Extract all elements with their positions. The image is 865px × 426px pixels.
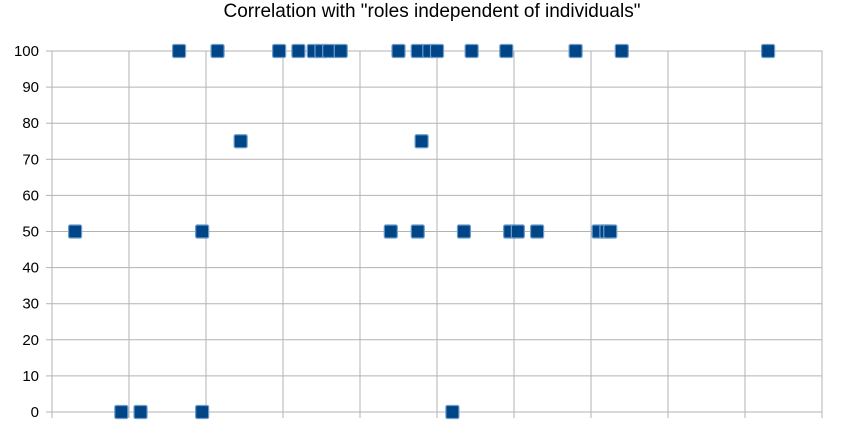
- data-point: [210, 43, 225, 59]
- data-point: [603, 224, 618, 239]
- data-point: [760, 43, 776, 59]
- y-tick-label: 100: [14, 43, 39, 60]
- data-point: [410, 224, 425, 239]
- data-point: [333, 43, 348, 59]
- data-point: [414, 134, 429, 149]
- y-tick-label: 80: [22, 115, 39, 132]
- data-point: [568, 43, 583, 59]
- chart-title: Correlation with "roles independent of i…: [224, 1, 641, 22]
- data-point: [195, 224, 210, 239]
- y-tick-label: 50: [22, 224, 39, 241]
- data-point: [272, 43, 287, 59]
- y-tick-labels: 0 10 20 30 40 50 60 70 80 90 100: [14, 43, 39, 421]
- data-point: [171, 43, 187, 59]
- y-tick-label: 60: [22, 187, 39, 204]
- y-tick-label: 40: [22, 260, 39, 277]
- y-tick-label: 30: [22, 296, 39, 313]
- data-point: [510, 224, 525, 239]
- y-tick-label: 0: [31, 404, 39, 421]
- y-tick-label: 70: [22, 151, 39, 168]
- data-point: [391, 43, 406, 59]
- data-point: [445, 404, 460, 420]
- data-point: [195, 404, 210, 420]
- data-point: [291, 43, 306, 59]
- data-point: [529, 224, 545, 239]
- grid: [51, 50, 823, 418]
- data-point: [456, 224, 472, 239]
- data-point: [133, 404, 148, 420]
- data-point: [464, 43, 479, 59]
- y-tick-label: 20: [22, 332, 39, 349]
- data-point: [429, 43, 445, 59]
- data-point: [114, 404, 129, 420]
- data-points: [67, 43, 776, 420]
- data-point: [499, 43, 514, 59]
- data-point: [614, 43, 629, 59]
- y-tick-label: 90: [22, 79, 39, 96]
- data-point: [233, 134, 248, 149]
- data-point: [383, 224, 398, 239]
- data-point: [67, 224, 83, 239]
- y-tick-label: 10: [22, 368, 39, 385]
